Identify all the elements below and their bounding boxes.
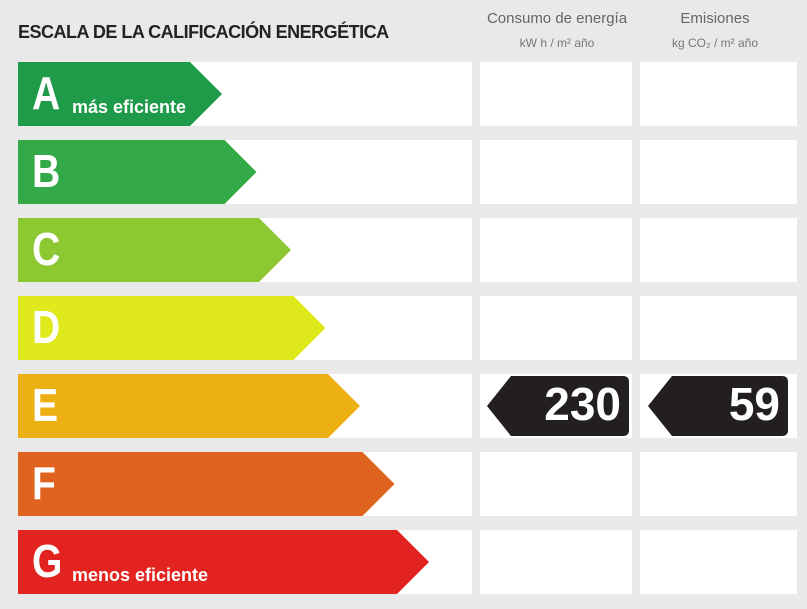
column-unit: kg CO₂ / m² año	[672, 36, 758, 50]
rating-arrow	[18, 530, 429, 594]
cell-box	[480, 296, 632, 360]
rating-letter: B	[32, 146, 60, 198]
cell-box	[480, 62, 632, 126]
cell-box	[640, 452, 797, 516]
cell-box	[640, 140, 797, 204]
rating-arrow	[18, 452, 395, 516]
rating-letter: A	[32, 68, 60, 120]
cell-box	[640, 530, 797, 594]
rating-letter: E	[32, 380, 58, 432]
value-text: 59	[729, 378, 780, 430]
rating-arrow	[18, 296, 326, 360]
cell-box	[480, 218, 632, 282]
rating-arrow	[18, 140, 257, 204]
column-unit: kW h / m² año	[520, 36, 595, 50]
rating-label: más eficiente	[72, 97, 186, 117]
rating-arrow	[18, 62, 222, 126]
value-marker	[648, 376, 788, 436]
cell-box	[640, 62, 797, 126]
column-title: Emisiones	[680, 10, 749, 27]
rating-letter: G	[32, 536, 62, 588]
cell-box	[480, 140, 632, 204]
value-text: 230	[544, 378, 621, 430]
cell-box	[480, 452, 632, 516]
cell-box	[640, 218, 797, 282]
rating-letter: C	[32, 224, 60, 276]
rating-arrow	[18, 218, 291, 282]
rating-label: menos eficiente	[72, 565, 208, 585]
rating-letter: D	[32, 302, 60, 354]
column-title: Consumo de energía	[487, 10, 628, 27]
rating-letter: F	[32, 458, 56, 510]
rating-arrow	[18, 374, 360, 438]
cell-box	[480, 530, 632, 594]
title: ESCALA DE LA CALIFICACIÓN ENERGÉTICA	[18, 21, 389, 42]
value-marker	[487, 376, 629, 436]
cell-box	[640, 296, 797, 360]
